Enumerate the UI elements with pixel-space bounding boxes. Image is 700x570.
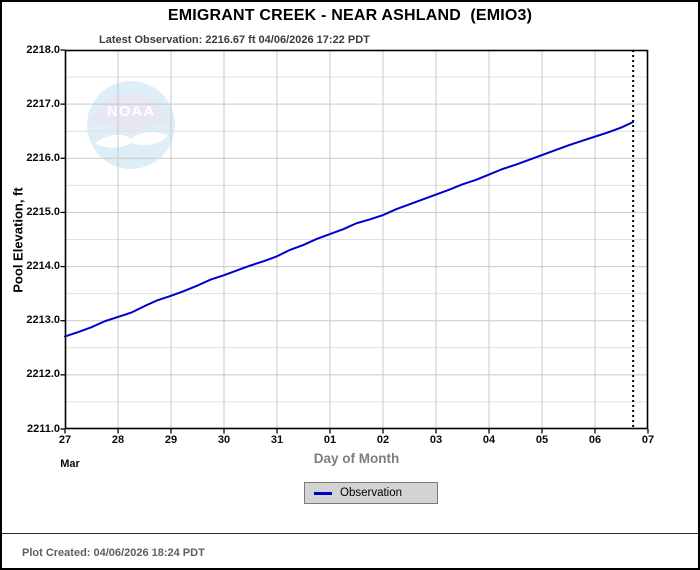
x-tick-label: 06 xyxy=(588,434,602,446)
x-axis-month-label: Mar xyxy=(60,458,80,470)
y-tick-label: 2215.0 xyxy=(26,205,60,218)
plot-border xyxy=(64,49,649,430)
latest-observation-text: Latest Observation: 2216.67 ft 04/06/202… xyxy=(99,34,370,46)
y-tick-label: 2213.0 xyxy=(26,314,60,327)
x-tick-label: 07 xyxy=(641,434,655,446)
y-axis-title: Pool Elevation, ft xyxy=(10,187,26,293)
x-tick-label: 28 xyxy=(111,434,125,446)
x-tick-label: 02 xyxy=(376,434,390,446)
y-tick-label: 2217.0 xyxy=(26,97,60,110)
observation-line xyxy=(64,121,635,338)
legend: Observation xyxy=(304,482,438,504)
y-tick-label: 2214.0 xyxy=(26,260,60,273)
observation-line-swatch xyxy=(314,491,332,495)
plot-title: EMIGRANT CREEK - NEAR ASHLAND (EMIO3) xyxy=(167,7,533,24)
x-tick-label: 04 xyxy=(482,434,496,446)
x-tick-label: 05 xyxy=(535,434,549,446)
x-tick-label: 31 xyxy=(270,434,284,446)
y-tick-label: 2212.0 xyxy=(26,368,60,381)
x-tick-label: 03 xyxy=(429,434,443,446)
plot-created-text: Plot Created: 04/06/2026 18:24 PDT xyxy=(22,547,205,559)
noaa-logo-icon: NOAA xyxy=(87,81,175,169)
x-tick-label: 30 xyxy=(217,434,231,446)
x-tick-label: 27 xyxy=(58,434,72,446)
y-tick-label: 2211.0 xyxy=(26,422,60,435)
x-tick-label: 01 xyxy=(323,434,337,446)
svg-text:NOAA: NOAA xyxy=(107,103,155,120)
footer-divider xyxy=(2,533,698,534)
legend-observation-label: Observation xyxy=(340,487,403,499)
x-tick-label: 29 xyxy=(164,434,178,446)
y-tick-label: 2216.0 xyxy=(26,151,60,164)
y-tick-label: 2218.0 xyxy=(26,43,60,56)
x-axis-title: Day of Month xyxy=(313,451,400,466)
